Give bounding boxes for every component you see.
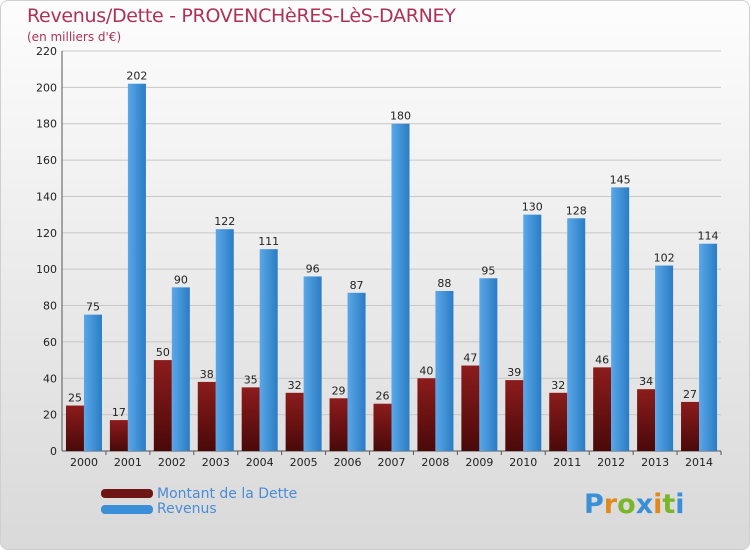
x-tick-label-2000: 2000	[70, 456, 98, 469]
legend-swatch-revenus	[101, 505, 153, 514]
x-tick-label-2009: 2009	[465, 456, 493, 469]
bar-revenus-2003	[215, 229, 234, 451]
x-tick-label-2005: 2005	[290, 456, 318, 469]
bar-revenus-2011	[567, 218, 586, 451]
bar-revenus-2009	[479, 278, 498, 451]
label-revenus-2000: 75	[86, 301, 100, 314]
bar-dette-2006	[329, 398, 348, 451]
label-revenus-2006: 87	[350, 279, 364, 292]
label-dette-2000: 25	[68, 392, 82, 405]
legend-label-dette: Montant de la Dette	[157, 486, 298, 502]
x-tick-label-2014: 2014	[685, 456, 713, 469]
bar-dette-2011	[549, 392, 568, 451]
label-dette-2001: 17	[112, 406, 126, 419]
x-tick-label-2003: 2003	[202, 456, 230, 469]
label-dette-2002: 50	[156, 346, 170, 359]
x-tick-label-2010: 2010	[509, 456, 537, 469]
y-tick-label-200: 200	[36, 81, 57, 94]
x-tick-label-2006: 2006	[334, 456, 362, 469]
bar-revenus-2013	[655, 265, 674, 451]
label-revenus-2007: 180	[390, 110, 411, 123]
bar-dette-2008	[417, 378, 436, 451]
bar-dette-2004	[241, 387, 260, 451]
label-dette-2013: 34	[639, 375, 653, 388]
x-tick-label-2008: 2008	[421, 456, 449, 469]
label-revenus-2003: 122	[214, 215, 235, 228]
x-tick-label-2001: 2001	[114, 456, 142, 469]
x-tick-label-2007: 2007	[378, 456, 406, 469]
y-tick-label-120: 120	[36, 227, 57, 240]
chart-title: Revenus/Dette - PROVENCHèRES-LèS-DARNEY	[27, 5, 456, 27]
bar-dette-2002	[153, 360, 172, 451]
bar-dette-2010	[505, 380, 524, 451]
label-dette-2003: 38	[200, 368, 214, 381]
x-tick-label-2004: 2004	[246, 456, 274, 469]
y-tick-label-160: 160	[36, 154, 57, 167]
proxiti-logo: Proxiti	[584, 489, 685, 520]
label-revenus-2010: 130	[522, 201, 543, 214]
bar-dette-2005	[285, 392, 304, 451]
label-dette-2006: 29	[332, 384, 346, 397]
y-tick-label-100: 100	[36, 263, 57, 276]
y-tick-label-40: 40	[43, 372, 57, 385]
label-dette-2011: 32	[551, 379, 565, 392]
y-tick-label-20: 20	[43, 409, 57, 422]
bar-revenus-2010	[523, 214, 542, 451]
label-revenus-2005: 96	[306, 262, 320, 275]
label-revenus-2014: 114	[698, 230, 719, 243]
y-tick-label-0: 0	[50, 445, 57, 458]
bar-revenus-2000	[83, 314, 102, 451]
y-tick-label-140: 140	[36, 190, 57, 203]
bar-dette-2003	[197, 381, 216, 451]
bar-revenus-2001	[127, 83, 146, 452]
label-dette-2004: 35	[244, 373, 258, 386]
x-tick-label-2002: 2002	[158, 456, 186, 469]
y-tick-label-60: 60	[43, 336, 57, 349]
label-dette-2010: 39	[507, 366, 521, 379]
bar-revenus-2007	[391, 123, 410, 452]
bar-dette-2013	[637, 389, 656, 451]
bar-dette-2014	[681, 401, 700, 451]
x-tick-label-2011: 2011	[553, 456, 581, 469]
label-dette-2009: 47	[463, 352, 477, 365]
legend-label-revenus: Revenus	[157, 501, 217, 517]
label-dette-2005: 32	[288, 379, 302, 392]
bar-revenus-2005	[303, 276, 322, 451]
label-dette-2014: 27	[683, 388, 697, 401]
label-dette-2007: 26	[376, 390, 390, 403]
bar-revenus-2012	[611, 187, 630, 451]
label-revenus-2002: 90	[174, 273, 188, 286]
label-dette-2012: 46	[595, 353, 609, 366]
bar-dette-2001	[109, 420, 128, 451]
x-tick-label-2013: 2013	[641, 456, 669, 469]
bar-revenus-2014	[699, 243, 718, 451]
bar-dette-2000	[65, 405, 84, 451]
legend-swatch-dette	[101, 489, 153, 498]
bar-revenus-2002	[171, 287, 190, 451]
bar-dette-2009	[461, 365, 480, 451]
label-revenus-2008: 88	[437, 277, 451, 290]
bar-dette-2007	[373, 403, 392, 451]
label-revenus-2012: 145	[610, 173, 631, 186]
bar-revenus-2004	[259, 249, 278, 451]
label-revenus-2009: 95	[481, 264, 495, 277]
label-revenus-2013: 102	[654, 252, 675, 265]
label-revenus-2011: 128	[566, 204, 587, 217]
y-tick-label-80: 80	[43, 300, 57, 313]
label-revenus-2004: 111	[258, 235, 279, 248]
y-tick-label-180: 180	[36, 118, 57, 131]
y-tick-label-220: 220	[36, 45, 57, 58]
bar-revenus-2008	[435, 291, 454, 451]
bar-revenus-2006	[347, 292, 366, 451]
chart-subtitle: (en milliers d'€)	[27, 30, 122, 44]
x-tick-label-2012: 2012	[597, 456, 625, 469]
label-dette-2008: 40	[419, 364, 433, 377]
bar-dette-2012	[593, 367, 612, 451]
label-revenus-2001: 202	[126, 70, 147, 83]
